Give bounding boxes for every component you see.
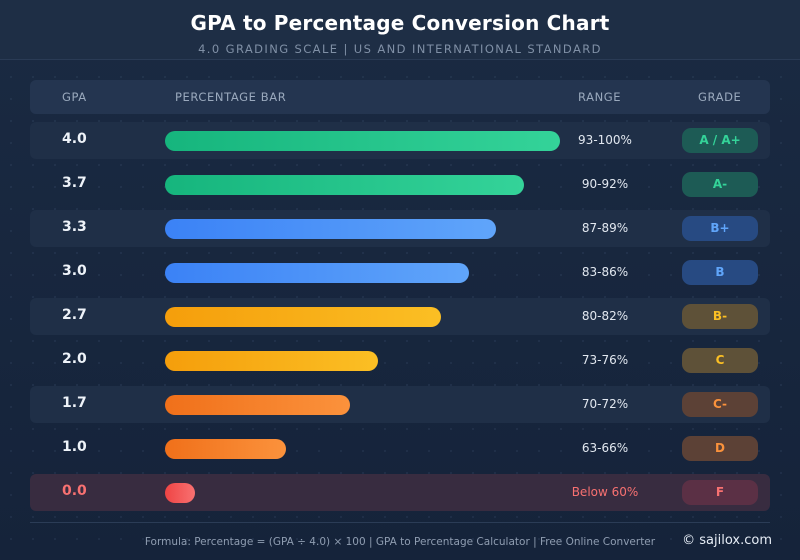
- percentage-bar: [165, 351, 378, 371]
- range-label: 90-92%: [581, 177, 629, 191]
- grade-badge: F: [682, 480, 758, 505]
- range-label: 93-100%: [578, 133, 632, 147]
- gpa-value: 1.7: [62, 395, 87, 411]
- gpa-value: 0.0: [62, 483, 87, 499]
- gpa-value: 3.0: [62, 263, 87, 279]
- range-label: 83-86%: [581, 265, 629, 279]
- percentage-bar: [165, 263, 469, 283]
- gpa-value: 3.7: [62, 175, 87, 191]
- column-header-bar: PERCENTAGE BAR: [175, 90, 287, 104]
- percentage-bar: [165, 395, 351, 415]
- table-row: 0.0 Below 60% F: [30, 474, 770, 511]
- grade-badge: B: [682, 260, 758, 285]
- grade-badge: C-: [682, 392, 758, 417]
- gpa-value: 2.0: [62, 351, 87, 367]
- table-row: 3.7 90-92% A-: [30, 166, 770, 203]
- chart-title: GPA to Percentage Conversion Chart: [190, 11, 610, 35]
- grade-badge: C: [682, 348, 758, 373]
- table-row: 2.0 73-76% C: [30, 342, 770, 379]
- percentage-bar: [165, 131, 560, 151]
- gpa-value: 2.7: [62, 307, 87, 323]
- grade-badge: B-: [682, 304, 758, 329]
- table-row: 2.7 80-82% B-: [30, 298, 770, 335]
- range-label: 73-76%: [581, 353, 629, 367]
- column-header-grade: GRADE: [698, 90, 742, 104]
- footer-divider: [30, 522, 770, 523]
- column-header-row: GPA PERCENTAGE BAR RANGE GRADE: [30, 80, 770, 114]
- range-label: 80-82%: [581, 309, 629, 323]
- gpa-value: 3.3: [62, 219, 87, 235]
- brand-label: © sajilox.com: [682, 533, 772, 548]
- table-row: 4.0 93-100% A / A+: [30, 122, 770, 159]
- percentage-bar: [165, 483, 195, 503]
- range-label: 63-66%: [581, 441, 629, 455]
- percentage-bar: [165, 307, 442, 327]
- grade-badge: A / A+: [682, 128, 758, 153]
- grade-badge: B+: [682, 216, 758, 241]
- grade-badge: A-: [682, 172, 758, 197]
- range-label: 70-72%: [581, 397, 629, 411]
- formula-note: Formula: Percentage = (GPA ÷ 4.0) × 100 …: [144, 536, 656, 548]
- percentage-bar: [165, 439, 287, 459]
- chart-header: GPA to Percentage Conversion Chart 4.0 G…: [0, 0, 800, 60]
- column-header-range: RANGE: [578, 90, 622, 104]
- gpa-value: 4.0: [62, 131, 87, 147]
- table-row: 3.3 87-89% B+: [30, 210, 770, 247]
- grade-badge: D: [682, 436, 758, 461]
- table-row: 3.0 83-86% B: [30, 254, 770, 291]
- table-row: 1.7 70-72% C-: [30, 386, 770, 423]
- percentage-bar: [165, 219, 497, 239]
- gpa-value: 1.0: [62, 439, 87, 455]
- range-label: 87-89%: [581, 221, 629, 235]
- chart-subtitle: 4.0 GRADING SCALE | US AND INTERNATIONAL…: [198, 42, 602, 56]
- column-header-gpa: GPA: [62, 90, 87, 104]
- table-row: 1.0 63-66% D: [30, 430, 770, 467]
- percentage-bar: [165, 175, 524, 195]
- range-label: Below 60%: [571, 485, 639, 499]
